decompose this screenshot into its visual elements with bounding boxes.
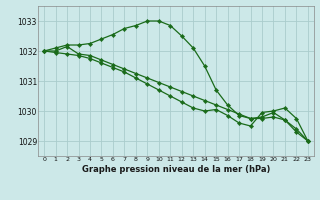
X-axis label: Graphe pression niveau de la mer (hPa): Graphe pression niveau de la mer (hPa)	[82, 165, 270, 174]
